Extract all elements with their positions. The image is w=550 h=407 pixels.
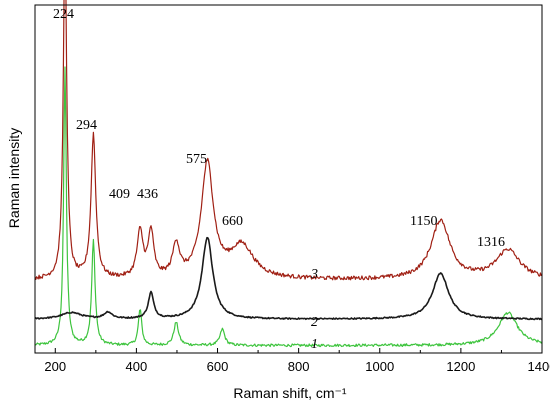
x-tick-label-200: 200 bbox=[44, 359, 66, 374]
x-tick-label-400: 400 bbox=[126, 359, 148, 374]
peak-label-1150: 1150 bbox=[410, 214, 437, 229]
curve-label-3: 3 bbox=[310, 267, 318, 282]
peak-labels: 224 294 409 436 575 660 1150 1316 bbox=[53, 7, 505, 250]
x-tick-label-1400: 1400 bbox=[528, 359, 550, 374]
x-tick-label-800: 800 bbox=[288, 359, 310, 374]
peak-label-409: 409 bbox=[109, 187, 130, 202]
peak-label-1316: 1316 bbox=[477, 235, 505, 250]
y-axis-label: Raman intensity bbox=[6, 128, 22, 228]
peak-label-660: 660 bbox=[222, 214, 243, 229]
series-line-3 bbox=[34, 0, 543, 281]
curve-label-2: 2 bbox=[311, 315, 318, 330]
peak-label-294: 294 bbox=[76, 118, 97, 133]
curve-labels: 1 2 3 bbox=[310, 267, 318, 352]
peak-label-224: 224 bbox=[53, 7, 74, 22]
peak-label-575: 575 bbox=[186, 152, 207, 167]
plot-lines bbox=[34, 0, 543, 348]
plot-frame bbox=[34, 4, 543, 354]
x-tick-label-1200: 1200 bbox=[446, 359, 475, 374]
x-tick-label-600: 600 bbox=[207, 359, 229, 374]
series-line-2 bbox=[35, 236, 543, 321]
x-tick-labels: 200 400 600 800 1000 1200 1400 bbox=[44, 359, 550, 374]
curve-label-1: 1 bbox=[311, 337, 318, 352]
x-axis-label: Raman shift, cm⁻¹ bbox=[233, 385, 347, 401]
peak-label-436: 436 bbox=[137, 187, 158, 202]
x-ticks bbox=[54, 348, 543, 353]
x-tick-label-1000: 1000 bbox=[365, 359, 394, 374]
series-line-1 bbox=[34, 66, 543, 348]
